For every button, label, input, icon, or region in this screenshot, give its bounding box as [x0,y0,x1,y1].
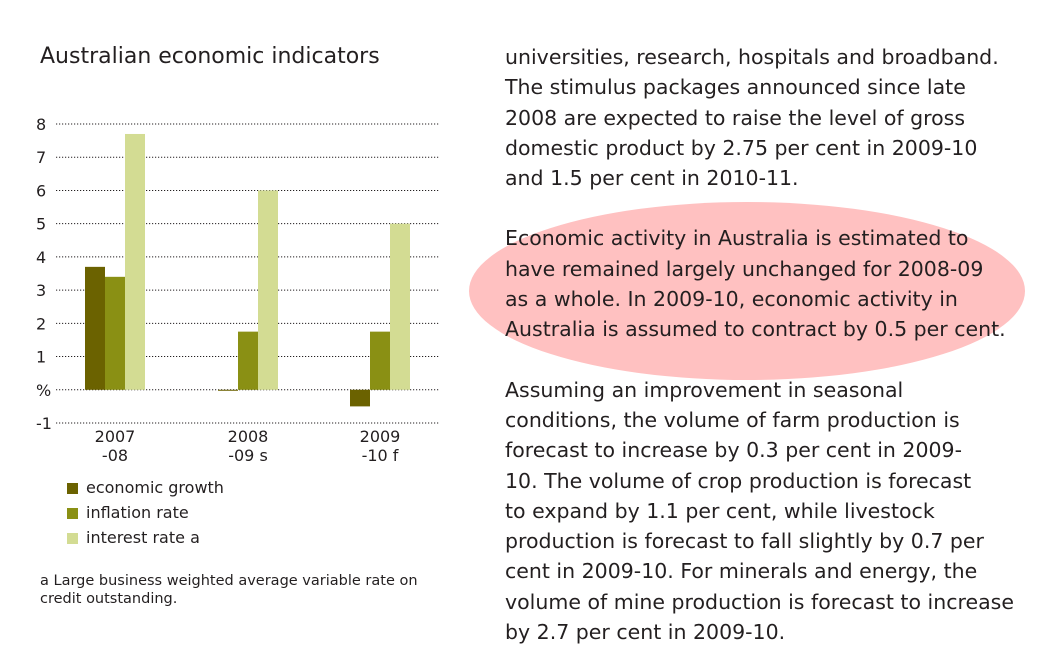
legend-item-economic-growth: economic growth [67,478,224,503]
x-tick-labels: 2007 -08 2008 -09 s 2009 -10 f [95,427,401,465]
y-tick-label: 8 [36,115,46,134]
legend-footnote-marker: a [190,528,200,547]
y-tick-labels: 8 7 6 5 4 3 2 1% -1 [36,115,52,433]
bar-economic-growth-2 [350,389,370,407]
chart-footnote: a Large business weighted average variab… [40,572,430,608]
legend-label: inflation rate [86,503,189,522]
bar-inflation-rate-0 [105,276,125,390]
y-tick-label: 7 [36,148,46,167]
bar-inflation-rate-2 [370,331,390,390]
footnote-text: Large business weighted average variable… [40,573,418,607]
y-tick-label: 2 [36,314,46,333]
bar-economic-growth-0 [85,266,105,390]
footnote-marker: a [40,573,49,589]
x-tick-label: 2008 -09 s [228,427,269,465]
y-tick-label: -1 [36,414,52,433]
legend-label: economic growth [86,478,224,497]
legend-item-inflation-rate: inflation rate [67,503,224,528]
bar-economic-growth-1 [218,389,238,391]
body-text: universities, research, hospitals and br… [505,42,1045,647]
y-tick-label: 4 [36,248,46,267]
legend-item-interest-rate: interest rate a [67,528,224,553]
y-tick-label: % [36,381,51,400]
bar-inflation-rate-1 [238,331,258,390]
x-tick-label: 2009 -10 f [360,427,401,465]
bar-chart: 8 7 6 5 4 3 2 1% -1 2007 -08 2008 -09 s 2009 -10 f [36,115,440,465]
bars [85,133,410,407]
legend-swatch [67,533,78,544]
paragraph: Assuming an improvement in seasonal cond… [505,377,1014,645]
legend-swatch [67,483,78,494]
bar-interest-rate-0 [125,133,145,390]
legend-swatch [67,508,78,519]
legend-label: interest rate [86,528,191,547]
highlight-ellipse [469,202,1025,380]
bar-interest-rate-1 [258,190,278,390]
y-tick-label: 3 [36,281,46,300]
paragraph: universities, research, hospitals and br… [505,45,999,191]
chart-legend: economic growth inflation rate interest … [67,478,224,553]
y-tick-label: 1 [36,348,46,367]
x-tick-label: 2007 -08 [95,427,136,465]
bar-interest-rate-2 [390,223,410,390]
highlighted-paragraph: Economic activity in Australia is estima… [505,226,1006,342]
chart-title: Australian economic indicators [40,44,380,69]
y-tick-label: 6 [36,181,46,200]
y-tick-label: 5 [36,215,46,234]
